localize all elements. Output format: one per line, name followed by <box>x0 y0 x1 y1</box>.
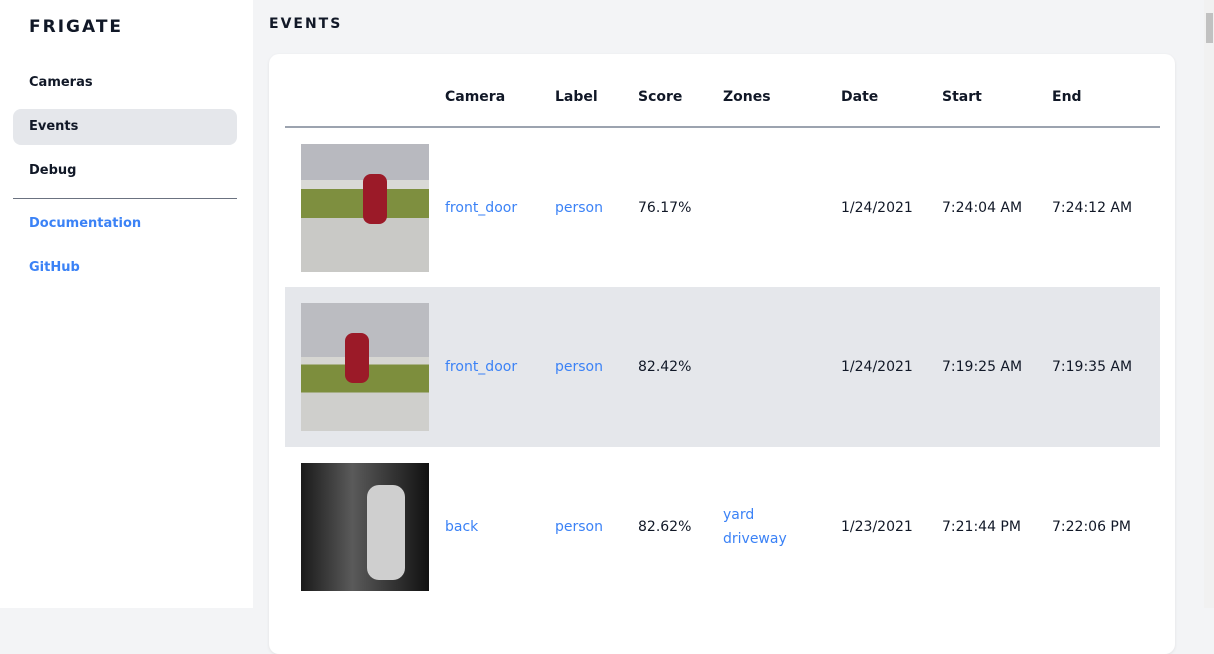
score: 82.62% <box>638 519 692 535</box>
label-link[interactable]: person <box>555 287 638 447</box>
logo: FRIGATE <box>29 17 124 37</box>
label-link[interactable]: person <box>555 199 603 216</box>
events-table: Camera Label Score Zones Date Start End … <box>285 54 1160 607</box>
event-thumbnail[interactable] <box>301 303 429 431</box>
event-thumbnail[interactable] <box>301 463 429 591</box>
header-end: End <box>1052 54 1160 128</box>
scrollbar[interactable] <box>1204 0 1214 608</box>
zone-link[interactable]: driveway <box>723 531 787 547</box>
events-card: Camera Label Score Zones Date Start End … <box>269 54 1175 654</box>
github-link[interactable]: GitHub <box>29 260 80 275</box>
zones <box>723 127 841 287</box>
date: 1/23/2021 <box>841 519 913 535</box>
score: 76.17% <box>638 199 692 216</box>
header-label: Label <box>555 54 638 128</box>
end-time: 7:22:06 PM <box>1052 519 1131 535</box>
sidebar: FRIGATE Cameras Events Debug Documentati… <box>0 0 253 608</box>
header-camera: Camera <box>445 54 555 128</box>
zones <box>723 287 841 447</box>
table-row[interactable]: front_door person 76.17% 1/24/2021 7:24:… <box>285 127 1160 287</box>
divider <box>13 198 237 199</box>
camera-link[interactable]: front_door <box>445 199 518 216</box>
end-time: 7:19:35 AM <box>1052 287 1160 447</box>
table-row[interactable]: front_door person 82.42% 1/24/2021 7:19:… <box>285 287 1160 447</box>
start-time: 7:24:04 AM <box>942 199 1023 216</box>
sidebar-item-events[interactable]: Events <box>13 109 237 145</box>
header-thumbnail <box>285 54 445 128</box>
documentation-link[interactable]: Documentation <box>29 216 142 231</box>
start-time: 7:19:25 AM <box>942 287 1052 447</box>
header-zones: Zones <box>723 54 841 128</box>
start-time: 7:21:44 PM <box>942 519 1021 535</box>
header-date: Date <box>841 54 942 128</box>
camera-link[interactable]: front_door <box>445 287 555 447</box>
camera-link[interactable]: back <box>445 519 479 535</box>
sidebar-item-cameras[interactable]: Cameras <box>29 75 93 90</box>
page-title: EVENTS <box>269 16 343 32</box>
header-start: Start <box>942 54 1052 128</box>
zone-link[interactable]: yard <box>723 507 755 523</box>
label-link[interactable]: person <box>555 519 603 535</box>
sidebar-item-debug[interactable]: Debug <box>29 163 77 178</box>
table-row[interactable]: back person 82.62% yard driveway 1/23/202… <box>285 447 1160 607</box>
zones: yard driveway <box>723 447 841 607</box>
event-thumbnail[interactable] <box>301 143 429 272</box>
scrollbar-thumb[interactable] <box>1206 13 1213 43</box>
score: 82.42% <box>638 287 723 447</box>
date: 1/24/2021 <box>841 199 913 216</box>
end-time: 7:24:12 AM <box>1052 199 1133 216</box>
date: 1/24/2021 <box>841 287 942 447</box>
header-score: Score <box>638 54 723 128</box>
